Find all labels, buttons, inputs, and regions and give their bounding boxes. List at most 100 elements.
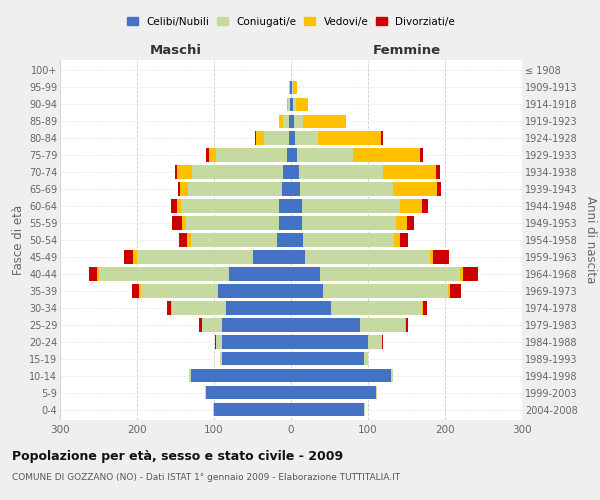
Bar bbox=[175, 166, 177, 178]
Bar bbox=[291, 216, 302, 230]
Bar bbox=[222, 318, 291, 332]
Bar bbox=[180, 182, 188, 196]
Bar bbox=[291, 234, 304, 246]
Bar bbox=[187, 234, 191, 246]
Bar bbox=[295, 132, 318, 144]
Bar bbox=[282, 182, 291, 196]
Bar bbox=[214, 403, 291, 416]
Bar bbox=[396, 216, 407, 230]
Bar bbox=[406, 318, 408, 332]
Bar bbox=[191, 369, 291, 382]
Bar bbox=[167, 302, 171, 314]
Bar bbox=[297, 148, 353, 162]
Bar bbox=[323, 284, 448, 298]
Bar bbox=[400, 200, 422, 212]
Bar bbox=[255, 132, 256, 144]
Bar bbox=[394, 234, 400, 246]
Bar bbox=[360, 318, 405, 332]
Bar bbox=[181, 200, 280, 212]
Bar bbox=[177, 200, 181, 212]
Text: COMUNE DI GOZZANO (NO) - Dati ISTAT 1° gennaio 2009 - Elaborazione TUTTITALIA.IT: COMUNE DI GOZZANO (NO) - Dati ISTAT 1° g… bbox=[12, 472, 400, 482]
Bar bbox=[291, 268, 320, 280]
Bar bbox=[381, 132, 383, 144]
Bar bbox=[229, 268, 291, 280]
Bar bbox=[449, 284, 461, 298]
Bar bbox=[193, 166, 283, 178]
Bar bbox=[288, 98, 290, 111]
Bar bbox=[407, 216, 414, 230]
Bar bbox=[182, 216, 185, 230]
Bar bbox=[291, 166, 299, 178]
Bar bbox=[294, 114, 304, 128]
Bar bbox=[392, 182, 437, 196]
Bar bbox=[291, 98, 293, 111]
Bar bbox=[296, 98, 308, 111]
Bar bbox=[463, 268, 478, 280]
Bar bbox=[291, 182, 300, 196]
Bar bbox=[280, 200, 291, 212]
Bar bbox=[139, 284, 141, 298]
Bar bbox=[177, 166, 193, 178]
Bar bbox=[226, 302, 291, 314]
Bar bbox=[264, 132, 289, 144]
Bar bbox=[291, 403, 364, 416]
Bar bbox=[433, 250, 449, 264]
Bar bbox=[437, 182, 441, 196]
Bar bbox=[256, 132, 264, 144]
Bar bbox=[178, 182, 180, 196]
Bar bbox=[206, 148, 209, 162]
Bar bbox=[213, 403, 214, 416]
Bar bbox=[304, 234, 394, 246]
Y-axis label: Fasce di età: Fasce di età bbox=[11, 205, 25, 275]
Legend: Celibi/Nubili, Coniugati/e, Vedovi/e, Divorziati/e: Celibi/Nubili, Coniugati/e, Vedovi/e, Di… bbox=[125, 15, 457, 29]
Bar bbox=[320, 268, 460, 280]
Bar bbox=[302, 216, 396, 230]
Bar bbox=[217, 148, 287, 162]
Bar bbox=[302, 200, 400, 212]
Bar bbox=[422, 200, 428, 212]
Bar bbox=[291, 148, 297, 162]
Bar bbox=[280, 216, 291, 230]
Bar bbox=[188, 182, 282, 196]
Bar bbox=[220, 352, 222, 366]
Bar bbox=[172, 302, 226, 314]
Bar bbox=[171, 200, 177, 212]
Bar bbox=[318, 132, 381, 144]
Bar bbox=[190, 369, 191, 382]
Bar bbox=[304, 114, 346, 128]
Bar bbox=[305, 250, 430, 264]
Bar bbox=[205, 386, 206, 400]
Bar bbox=[383, 166, 436, 178]
Bar bbox=[290, 80, 291, 94]
Bar bbox=[124, 250, 133, 264]
Bar bbox=[291, 386, 376, 400]
Bar bbox=[287, 98, 288, 111]
Bar bbox=[289, 80, 290, 94]
Bar bbox=[89, 268, 97, 280]
Bar bbox=[391, 369, 394, 382]
Bar bbox=[368, 336, 382, 348]
Bar bbox=[400, 234, 408, 246]
Bar bbox=[291, 250, 305, 264]
Bar bbox=[448, 284, 449, 298]
Bar bbox=[287, 148, 291, 162]
Bar bbox=[137, 250, 253, 264]
Bar bbox=[222, 352, 291, 366]
Bar bbox=[422, 302, 427, 314]
Bar bbox=[141, 284, 218, 298]
Bar bbox=[289, 114, 291, 128]
Bar bbox=[460, 268, 463, 280]
Bar bbox=[430, 250, 433, 264]
Bar bbox=[283, 114, 289, 128]
Bar bbox=[131, 284, 139, 298]
Bar bbox=[277, 234, 291, 246]
Bar bbox=[172, 216, 182, 230]
Bar bbox=[293, 98, 296, 111]
Text: Maschi: Maschi bbox=[149, 44, 202, 58]
Bar bbox=[133, 250, 137, 264]
Bar bbox=[364, 352, 368, 366]
Bar bbox=[364, 403, 365, 416]
Bar bbox=[253, 250, 291, 264]
Bar bbox=[202, 318, 222, 332]
Bar bbox=[376, 386, 377, 400]
